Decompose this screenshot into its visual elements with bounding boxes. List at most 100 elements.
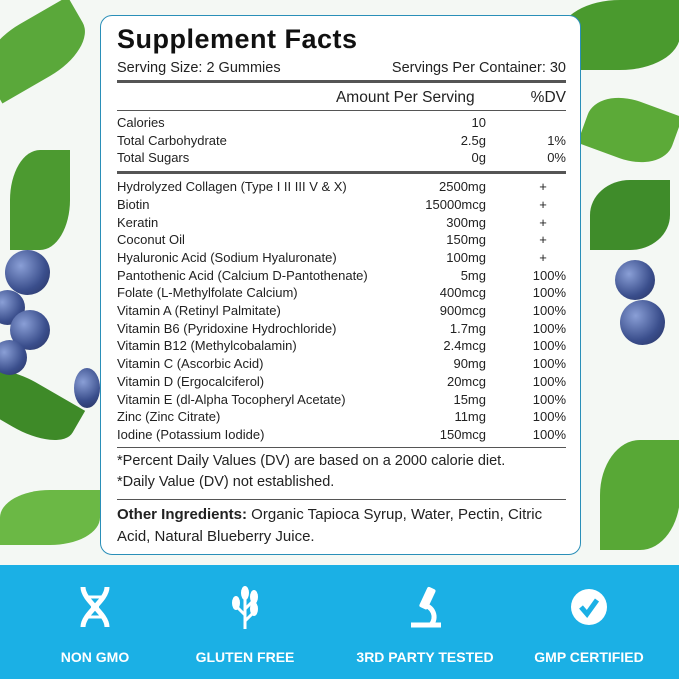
nutrient-row: Total Carbohydrate 2.5g 1% [117,132,566,150]
nutrient-amount: 0g [471,150,486,166]
serving-size: Serving Size: 2 Gummies [117,60,281,76]
other-ingredients-label: Other Ingredients: [117,505,248,523]
nutrient-dv: 1% [547,132,566,148]
nutrient-name: Vitamin B12 (Methylcobalamin) [117,338,297,354]
nutrient-dv: 100% [532,303,566,319]
nutrient-row: Biotin 15000mcg + [117,196,566,214]
nutrient-name: Coconut Oil [117,232,185,248]
nutrient-name: Zinc (Zinc Citrate) [117,409,221,425]
nutrient-row: Vitamin B6 (Pyridoxine Hydrochloride) 1.7… [117,320,566,338]
nutrient-amount: 2.5g [460,132,486,148]
badge-label: GMP CERTIFIED [534,649,644,665]
nutrient-row: Pantothenic Acid (Calcium D-Pantothenate… [117,267,566,285]
nutrient-row: Zinc (Zinc Citrate) 11mg 100% [117,408,566,426]
check-circle-icon [504,585,674,629]
nutrient-dv: 0% [547,150,566,166]
nutrient-name: Total Sugars [117,150,190,166]
nutrient-amount: 400mcg [439,285,486,301]
nutrient-amount: 5mg [460,267,486,283]
nutrient-amount: 150mcg [439,426,486,442]
badge-third-party-tested: 3RD PARTY TESTED [340,585,510,665]
nutrient-name: Total Carbohydrate [117,132,227,148]
nutrient-name: Folate (L-Methylfolate Calcium) [117,285,298,301]
other-ingredients-text: Organic Tapioca Syrup, Water, Pectin, Ci… [117,505,543,545]
nutrient-dv: + [539,179,547,195]
nutrient-row: Calories 10 [117,114,566,132]
divider [117,80,566,83]
nutrient-name: Vitamin A (Retinyl Palmitate) [117,303,281,319]
divider [117,498,566,500]
wheat-icon [160,585,330,629]
microscope-icon [340,585,510,629]
nutrient-dv [486,114,566,132]
nutrient-name: Hyaluronic Acid (Sodium Hyaluronate) [117,249,337,265]
amount-header: Amount Per Serving [335,89,475,106]
nutrient-row: Total Sugars 0g 0% [117,149,566,167]
nutrient-row: Vitamin E (dl-Alpha Tocopheryl Acetate) 1… [117,391,566,409]
dv-header: %DV [530,89,566,106]
nutrient-amount: 15000mcg [425,196,486,212]
badge-gmp-certified: GMP CERTIFIED [504,585,674,665]
nutrient-dv: 100% [532,426,566,442]
nutrient-amount: 100mg [446,249,486,265]
nutrient-dv: 100% [532,338,566,354]
nutrient-dv: + [539,214,547,230]
nutrient-row: Vitamin C (Ascorbic Acid) 90mg 100% [117,355,566,373]
badge-label: GLUTEN FREE [195,649,295,665]
nutrient-name: Vitamin E (dl-Alpha Tocopheryl Acetate) [117,391,346,407]
nutrient-row: Vitamin B12 (Methylcobalamin) 2.4mcg 100% [117,337,566,355]
footnote-not-established: *Daily Value (DV) not established. [117,473,335,490]
nutrient-row: Vitamin A (Retinyl Palmitate) 900mcg 100% [117,302,566,320]
divider [117,446,566,448]
nutrient-dv: 100% [532,320,566,336]
nutrient-name: Iodine (Potassium Iodide) [117,426,265,442]
nutrient-amount: 11mg [454,409,486,425]
nutrient-amount: 300mg [446,214,486,230]
badge-label: 3RD PARTY TESTED [356,649,494,665]
nutrient-dv: + [539,196,547,212]
badge-gluten-free: GLUTEN FREE [160,585,330,665]
nutrient-row: Hydrolyzed Collagen (Type I II III V & X… [117,178,566,196]
nutrient-name: Vitamin D (Ergocalciferol) [117,373,265,389]
nutrient-row: Folate (L-Methylfolate Calcium) 400mcg 100… [117,284,566,302]
dna-icon [10,585,180,629]
nutrient-amount: 1.7mg [449,320,486,336]
badge-label: NON GMO [60,649,130,665]
nutrient-row: Iodine (Potassium Iodide) 150mcg 100% [117,426,566,444]
nutrient-name: Vitamin C (Ascorbic Acid) [117,356,264,372]
nutrient-amount: 900mcg [439,303,486,319]
nutrient-name: Keratin [117,214,159,230]
nutrient-name: Biotin [117,196,150,212]
badge-non-gmo: NON GMO [10,585,180,665]
divider [117,171,566,175]
nutrient-name: Vitamin B6 (Pyridoxine Hydrochloride) [117,320,337,336]
footnote-dv: *Percent Daily Values (DV) are based on … [117,452,506,469]
nutrient-amount: 90mg [453,356,486,372]
nutrient-amount: 2.4mcg [443,338,486,354]
nutrient-row: Keratin 300mg + [117,214,566,232]
nutrient-row: Hyaluronic Acid (Sodium Hyaluronate) 100m… [117,249,566,267]
nutrient-dv: 100% [532,356,566,372]
nutrient-amount: 2500mg [439,179,486,195]
servings-per-container: Servings Per Container: 30 [391,60,566,76]
other-ingredients: Other Ingredients: Organic Tapioca Syrup… [117,504,566,548]
panel-title: Supplement Facts [117,24,358,54]
nutrient-name: Calories [117,115,165,130]
divider [117,110,566,111]
nutrient-row: Vitamin D (Ergocalciferol) 20mcg 100% [117,373,566,391]
nutrient-amount: 10 [471,115,486,130]
supplement-facts-panel: Supplement Facts Serving Size: 2 Gummies… [100,15,581,555]
nutrient-dv: + [539,249,547,265]
nutrient-name: Hydrolyzed Collagen (Type I II III V & X… [117,179,347,195]
nutrient-amount: 15mg [453,391,486,407]
nutrient-amount: 150mg [446,232,486,248]
nutrient-dv: 100% [532,267,566,283]
nutrient-dv: 100% [532,391,566,407]
nutrient-name: Pantothenic Acid (Calcium D-Pantothenate… [117,267,368,283]
feature-band: NON GMO GLUTEN FREE 3RD PARTY TESTED GMP… [0,565,679,679]
nutrient-row: Coconut Oil 150mg + [117,231,566,249]
nutrient-dv: 100% [532,285,566,301]
nutrient-dv: 100% [532,409,566,425]
nutrient-amount: 20mcg [446,373,486,389]
nutrient-dv: + [539,232,547,248]
